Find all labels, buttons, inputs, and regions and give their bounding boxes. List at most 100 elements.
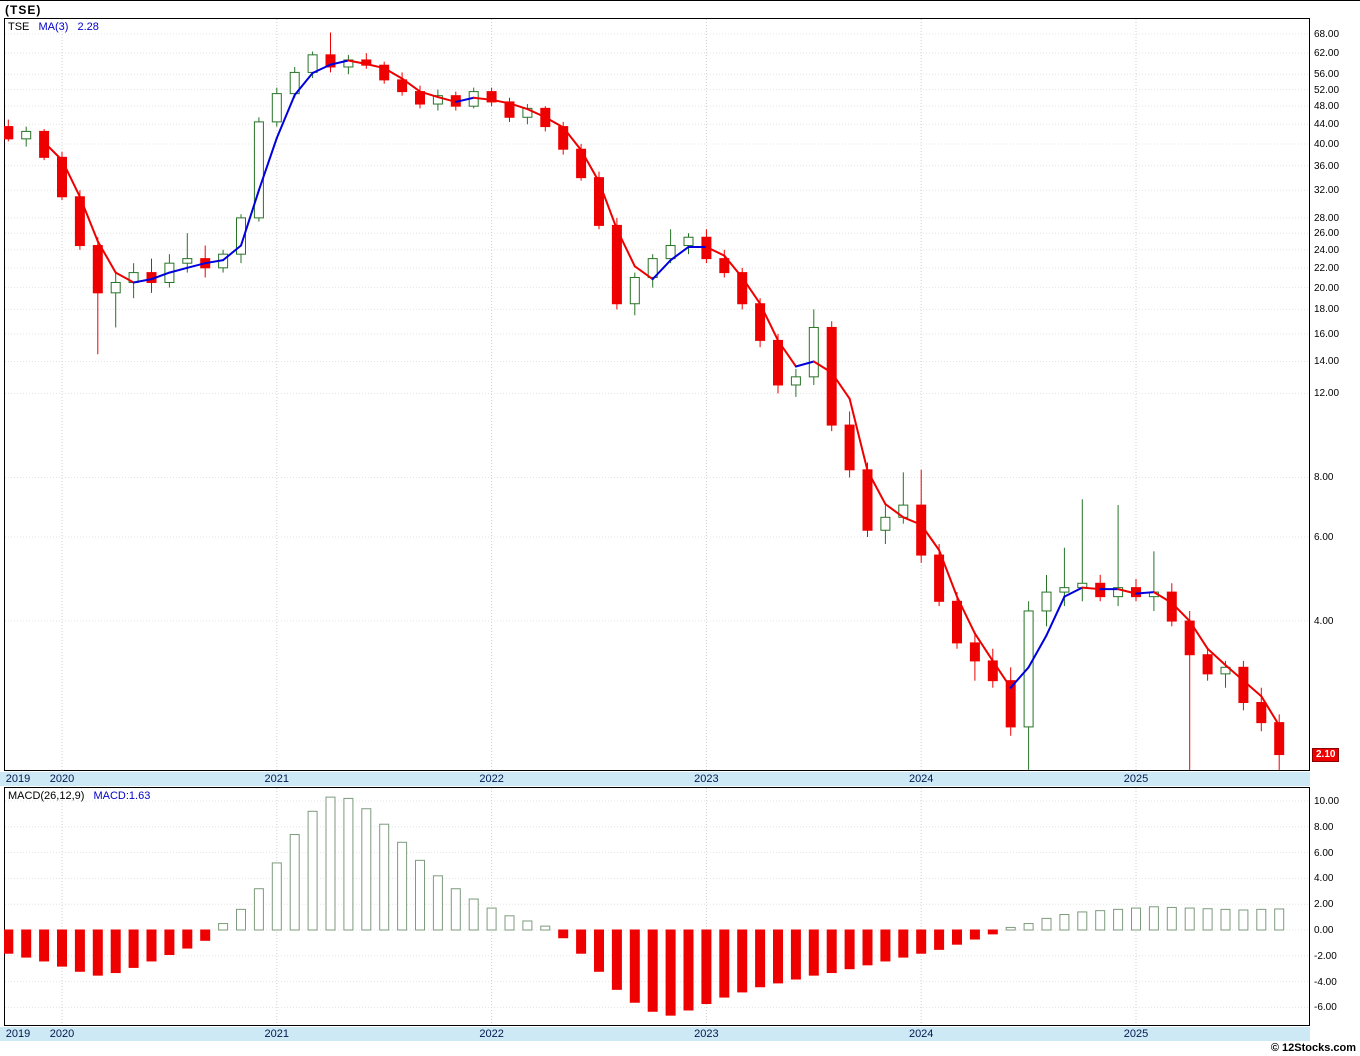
ma-segment bbox=[777, 339, 797, 368]
price-axis-label: 36.00 bbox=[1314, 160, 1340, 172]
ma-segment bbox=[419, 90, 439, 99]
ma-segment bbox=[508, 102, 529, 111]
candle-body bbox=[325, 54, 336, 68]
ma-segment bbox=[365, 63, 386, 70]
year-label: 2024 bbox=[908, 1028, 934, 1040]
candle-body bbox=[773, 339, 783, 386]
ma-segment bbox=[472, 96, 493, 101]
macd-bar-positive bbox=[1274, 908, 1285, 931]
macd-bar-negative bbox=[737, 929, 748, 993]
ma-segment bbox=[61, 159, 81, 198]
ma-segment bbox=[78, 195, 99, 243]
price-chart-canvas bbox=[4, 18, 1310, 771]
ma-segment bbox=[991, 659, 1012, 689]
candle-body bbox=[182, 258, 193, 264]
macd-legend: MACD(26,12,9) MACD:1.63 bbox=[8, 790, 156, 802]
macd-axis-label: 6.00 bbox=[1314, 847, 1334, 859]
macd-bar-negative bbox=[647, 929, 658, 1012]
price-axis-label: 20.00 bbox=[1314, 282, 1340, 294]
candle-body bbox=[862, 469, 873, 531]
ma-segment bbox=[1009, 666, 1030, 689]
candle-body bbox=[952, 600, 962, 644]
ma-segment bbox=[454, 96, 475, 103]
macd-bar-positive bbox=[504, 915, 515, 931]
ma-segment bbox=[293, 72, 314, 96]
macd-bar-negative bbox=[701, 929, 712, 1005]
year-label: 2021 bbox=[264, 1028, 290, 1040]
macd-bar-negative bbox=[4, 929, 14, 954]
ma-segment bbox=[580, 149, 600, 183]
macd-bar-positive bbox=[1131, 907, 1141, 931]
ma-segment bbox=[1081, 586, 1102, 591]
price-axis-label: 16.00 bbox=[1314, 328, 1340, 340]
price-axis-label: 40.00 bbox=[1314, 138, 1340, 150]
macd-bar-negative bbox=[57, 929, 67, 967]
year-label: 2019 bbox=[5, 1028, 31, 1040]
macd-bar-negative bbox=[862, 929, 873, 966]
ma-segment bbox=[633, 265, 654, 281]
ma-segment bbox=[1152, 591, 1173, 604]
ma-segment bbox=[311, 63, 332, 75]
year-label: 2024 bbox=[908, 773, 934, 785]
legend-macd-label: MACD(26,12,9) bbox=[8, 790, 85, 802]
macd-bar-positive bbox=[1059, 914, 1070, 931]
macd-bar-positive bbox=[522, 920, 533, 931]
macd-bar-negative bbox=[110, 929, 121, 974]
macd-bar-positive bbox=[1041, 917, 1052, 931]
ma-segment bbox=[705, 245, 726, 257]
price-axis-label: 12.00 bbox=[1314, 388, 1340, 400]
candle-body bbox=[92, 245, 103, 294]
ma-segment bbox=[114, 271, 135, 284]
price-legend: TSE MA(3) 2.28 bbox=[8, 21, 105, 33]
macd-bar-negative bbox=[844, 929, 855, 970]
ma-segment bbox=[1242, 679, 1263, 698]
year-label: 2022 bbox=[479, 1028, 504, 1040]
macd-axis-label: 0.00 bbox=[1314, 925, 1334, 936]
ma-segment bbox=[490, 98, 511, 105]
macd-axis: 10.00 8.00 6.00 4.00 2.00 0.00 -2.00 -4.00 -6.00 bbox=[1312, 787, 1360, 1026]
macd-bar-positive bbox=[1202, 908, 1213, 931]
candle-body bbox=[576, 148, 587, 179]
candle-body bbox=[1113, 587, 1124, 598]
macd-bar-positive bbox=[271, 862, 282, 931]
price-axis-label: 26.00 bbox=[1314, 228, 1340, 240]
macd-chart-canvas bbox=[4, 787, 1310, 1026]
ma-segment bbox=[186, 262, 207, 269]
ma-segment bbox=[938, 549, 958, 598]
candle-body bbox=[39, 130, 50, 158]
candle-body bbox=[647, 258, 658, 278]
macd-bar-negative bbox=[898, 929, 909, 958]
candle-body bbox=[969, 642, 980, 662]
ma-segment bbox=[812, 360, 833, 374]
ma-segment bbox=[1260, 695, 1281, 727]
price-axis-label: 28.00 bbox=[1314, 212, 1340, 224]
ma-segment bbox=[866, 469, 887, 506]
macd-bar-negative bbox=[665, 929, 676, 1016]
macd-bar-positive bbox=[1256, 908, 1267, 931]
candle-body bbox=[432, 95, 443, 105]
macd-bar-negative bbox=[611, 929, 622, 990]
macd-bar-positive bbox=[450, 888, 461, 931]
macd-bar-negative bbox=[21, 929, 32, 958]
candle-body bbox=[504, 101, 515, 118]
candle-body bbox=[934, 554, 945, 602]
ma-segment bbox=[1224, 664, 1245, 682]
candle-body bbox=[808, 326, 819, 378]
candle-body bbox=[253, 121, 264, 219]
year-label: 2022 bbox=[479, 773, 504, 785]
macd-bar-negative bbox=[594, 929, 604, 972]
year-label: 2025 bbox=[1123, 773, 1149, 785]
macd-axis-label: -2.00 bbox=[1314, 950, 1337, 962]
macd-bar-negative bbox=[558, 929, 569, 939]
macd-bar-negative bbox=[952, 929, 962, 945]
ma-segment bbox=[240, 189, 260, 247]
ma-segment bbox=[902, 516, 923, 526]
candle-body bbox=[236, 217, 246, 255]
macd-axis-label: -6.00 bbox=[1314, 1002, 1337, 1014]
ma-segment bbox=[401, 77, 421, 93]
macd-bar-negative bbox=[683, 929, 694, 1011]
macd-bar-positive bbox=[1184, 907, 1195, 931]
macd-bar-negative bbox=[182, 929, 193, 949]
ma-segment bbox=[884, 503, 905, 519]
macd-axis-label: -4.00 bbox=[1314, 976, 1337, 988]
